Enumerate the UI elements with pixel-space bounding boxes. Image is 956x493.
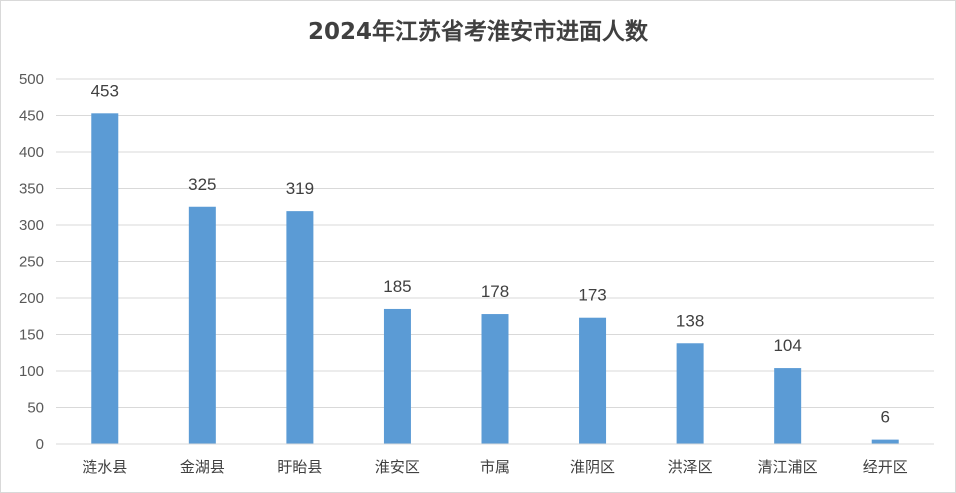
bar	[91, 113, 119, 444]
data-label: 6	[880, 408, 889, 427]
bar	[676, 343, 704, 444]
category-label: 盱眙县	[277, 458, 322, 476]
data-label: 319	[286, 179, 314, 198]
data-label: 104	[773, 336, 801, 355]
bar	[188, 206, 216, 444]
bar	[579, 317, 607, 444]
y-tick-label: 100	[19, 363, 44, 380]
category-label: 经开区	[863, 458, 908, 476]
y-tick-label: 350	[19, 181, 44, 198]
bars	[91, 113, 899, 444]
x-axis-categories: 涟水县 金湖县 盱眙县 淮安区 市属 淮阴区 洪泽区 清江浦区 经开区	[82, 458, 907, 476]
category-label: 金湖县	[180, 458, 225, 476]
y-tick-label: 250	[19, 254, 44, 271]
bar	[481, 314, 509, 444]
y-tick-label: 300	[19, 217, 44, 234]
y-tick-label: 200	[19, 290, 44, 307]
y-tick-label: 400	[19, 144, 44, 161]
bar	[871, 439, 899, 444]
category-label: 洪泽区	[668, 458, 713, 476]
category-label: 涟水县	[82, 458, 127, 476]
y-tick-label: 450	[19, 108, 44, 125]
bar	[774, 368, 802, 444]
data-labels: 453 325 319 185 178 173 138 104 6	[91, 81, 890, 426]
category-label: 淮安区	[375, 458, 420, 476]
data-label: 325	[188, 175, 216, 194]
category-label: 市属	[480, 458, 510, 476]
y-tick-label: 500	[19, 71, 44, 88]
data-label: 173	[578, 286, 606, 305]
category-label: 淮阴区	[570, 458, 615, 476]
y-tick-label: 150	[19, 327, 44, 344]
y-axis-ticks: 0 50 100 150 200 250 300 350 400 450 500	[19, 71, 44, 453]
y-tick-label: 50	[27, 400, 44, 417]
chart-title: 2024年江苏省考淮安市进面人数	[307, 19, 648, 45]
data-label: 138	[676, 311, 704, 330]
data-label: 178	[481, 282, 509, 301]
y-tick-label: 0	[36, 436, 44, 453]
bar	[286, 211, 314, 444]
category-label: 清江浦区	[758, 458, 818, 476]
data-label: 185	[383, 277, 411, 296]
bar	[383, 308, 411, 444]
data-label: 453	[91, 81, 119, 100]
